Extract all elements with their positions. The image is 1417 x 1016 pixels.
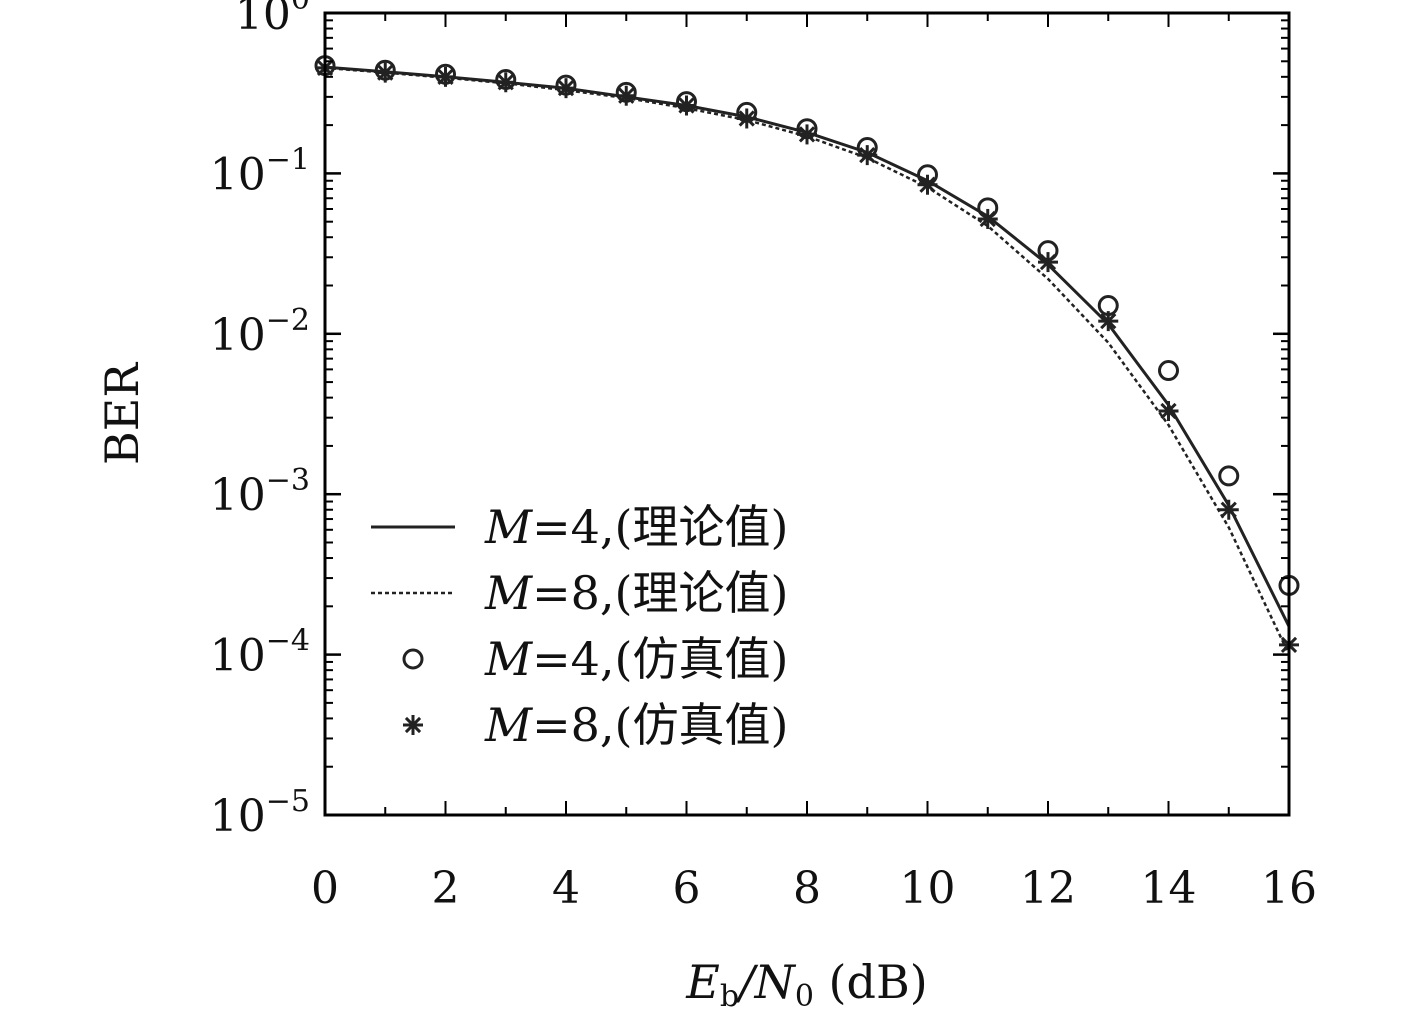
series-point-star [375,62,396,83]
legend-label-0: M=4,(理论值) [484,500,788,554]
series-point-star [495,72,516,93]
series-line-1 [324,66,1291,656]
series-point-star [736,108,757,129]
x-tick-label: 12 [1020,863,1076,914]
legend-label-3: M=8,(仿真值) [484,698,788,752]
series-point-circle [1218,465,1240,487]
x-tick-label: 0 [311,863,339,914]
series-point-star [797,124,817,145]
x-tick-label: 6 [673,863,701,914]
x-axis-title: Eb/N0 (dB) [685,955,927,1014]
y-tick-label: 10−4 [210,624,310,682]
y-axis-title: BER [95,362,149,465]
series-point-circle [1158,360,1179,382]
series-line-0 [324,65,1291,628]
legend-swatch-3 [403,715,423,735]
x-tick-label: 8 [793,863,821,914]
legend-label-1: M=8,(理论值) [484,566,788,620]
series-point-star [556,78,576,99]
series-point-star [1038,252,1058,273]
plot-marks [314,55,1300,656]
x-tick-label: 16 [1261,863,1317,914]
series-point-star [1098,311,1119,332]
series-point-star [616,85,637,106]
x-tick-label: 4 [552,863,580,914]
series-point-star [435,66,456,87]
y-tick-label: 10−5 [210,784,310,842]
series-point-star [917,174,938,195]
series-point-star [857,145,878,166]
x-tick-label: 14 [1141,863,1197,914]
x-tick-label: 2 [432,863,460,914]
series-point-star [676,95,697,116]
legend-label-2: M=4,(仿真值) [484,632,788,686]
x-tick-labels: 0 2 4 6 8 10 12 14 16 [311,863,1317,914]
y-tick-label: 10−1 [210,142,310,200]
y-tick-label: 100 [235,0,310,40]
series-point-star [1218,499,1239,520]
series-point-star [1158,401,1179,422]
y-tick-label: 10−3 [210,463,310,521]
axis-ticks [324,11,1290,817]
y-tick-label: 10−2 [210,303,310,361]
series-point-star [977,208,998,229]
y-tick-labels: 100 10−1 10−2 10−3 10−4 10−5 [210,0,310,842]
legend-swatch-2 [402,648,424,670]
legend: M=4,(理论值) M=8,(理论值) M=4,(仿真值) M=8,(仿真值) [371,500,788,752]
x-tick-label: 10 [900,863,956,914]
